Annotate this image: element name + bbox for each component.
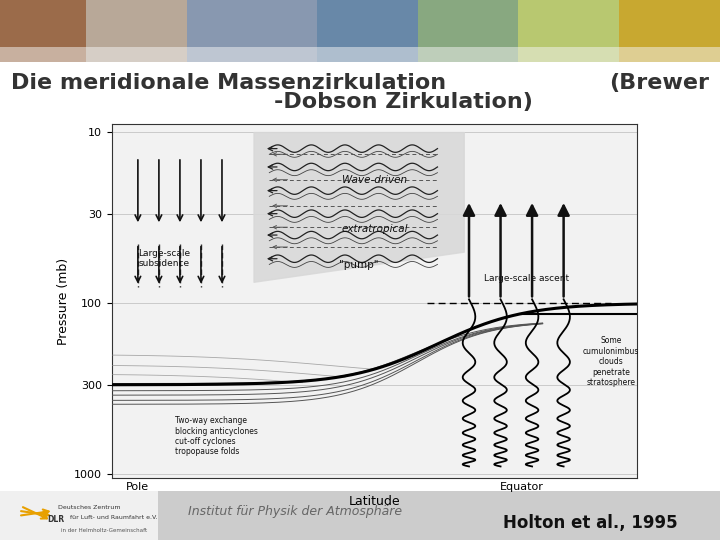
Text: (Brewer: (Brewer <box>609 73 709 93</box>
Text: Large-scale
subsidence: Large-scale subsidence <box>138 249 190 268</box>
Text: "pump": "pump" <box>339 260 379 270</box>
X-axis label: Latitude: Latitude <box>348 495 400 508</box>
Bar <box>86 0 187 62</box>
Bar <box>0 46 720 62</box>
Bar <box>158 491 720 540</box>
Text: in der Helmholtz-Gemeinschaft: in der Helmholtz-Gemeinschaft <box>61 528 148 533</box>
Bar <box>0 491 158 540</box>
Bar <box>418 0 518 62</box>
Text: Large-scale ascent: Large-scale ascent <box>485 274 570 284</box>
Text: Two-way exchange
blocking anticyclones
cut-off cyclones
tropopause folds: Two-way exchange blocking anticyclones c… <box>175 416 258 456</box>
Text: Institut für Physik der Atmosphäre: Institut für Physik der Atmosphäre <box>188 505 402 518</box>
Text: Wave-driven: Wave-driven <box>342 175 407 185</box>
Text: für Luft- und Raumfahrt e.V.: für Luft- und Raumfahrt e.V. <box>68 515 158 519</box>
Y-axis label: Pressure (mb): Pressure (mb) <box>57 258 70 345</box>
Text: Holton et al., 1995: Holton et al., 1995 <box>503 514 678 532</box>
Bar <box>518 0 619 62</box>
Bar <box>0 0 86 62</box>
Text: Deutsches Zentrum: Deutsches Zentrum <box>58 505 120 510</box>
Text: -Dobson Zirkulation): -Dobson Zirkulation) <box>274 92 533 112</box>
Text: Some
cumulonimbus
clouds
penetrate
stratosphere: Some cumulonimbus clouds penetrate strat… <box>582 336 639 387</box>
Bar <box>619 0 720 62</box>
Bar <box>187 0 317 62</box>
Text: DLR: DLR <box>47 515 64 524</box>
Text: Die meridionale Massenzirkulation: Die meridionale Massenzirkulation <box>11 73 446 93</box>
Text: extratropical: extratropical <box>341 224 408 234</box>
Bar <box>317 0 418 62</box>
